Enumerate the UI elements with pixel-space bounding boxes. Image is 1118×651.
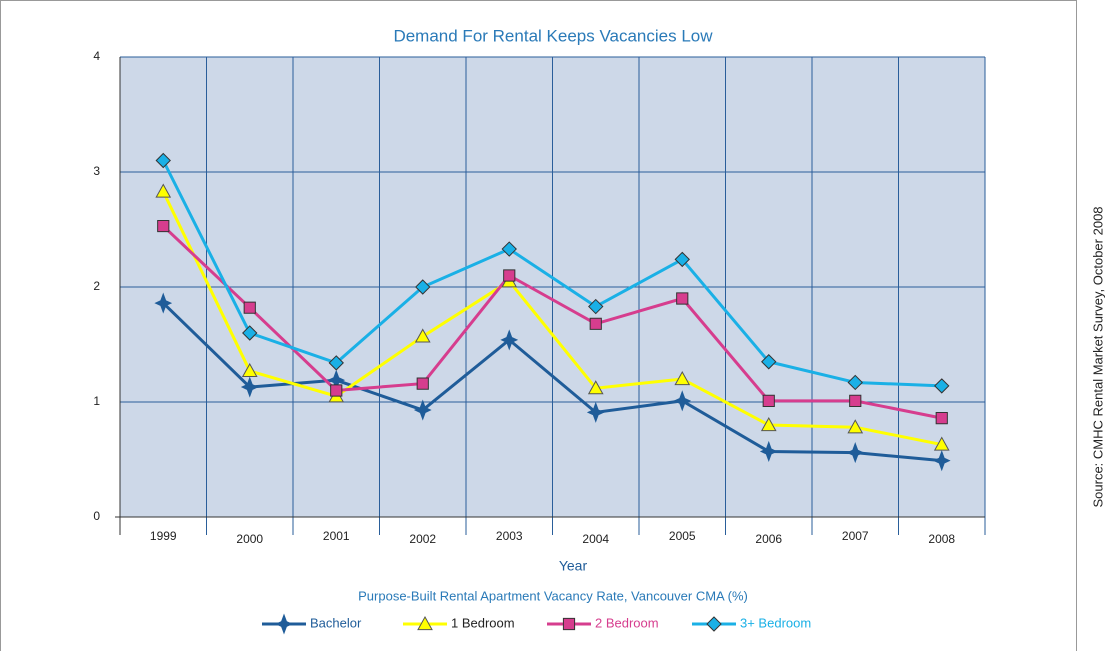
point-marker	[587, 380, 604, 395]
point-marker	[330, 384, 343, 397]
legend-label: 2 Bedroom	[595, 615, 659, 630]
legend-marker	[706, 616, 722, 632]
point-marker	[588, 298, 604, 315]
x-tick-label: 2003	[496, 529, 523, 543]
legend-marker	[417, 615, 433, 631]
y-tick-label: 2	[93, 279, 100, 293]
point-marker	[932, 450, 951, 472]
series-line	[161, 190, 943, 447]
chart-title: Demand For Rental Keeps Vacancies Low	[393, 26, 713, 45]
point-marker	[760, 416, 777, 432]
y-tick-label: 0	[93, 509, 100, 523]
point-marker	[415, 279, 431, 295]
point-marker	[935, 412, 948, 425]
x-tick-label: 2005	[669, 529, 696, 543]
x-tick-label: 2002	[409, 532, 436, 546]
point-marker	[674, 251, 690, 268]
point-marker	[589, 317, 602, 330]
source-note: Source: CMHC Rental Market Survey, Octob…	[1090, 206, 1105, 507]
x-tick-label: 2008	[928, 532, 955, 546]
point-marker	[155, 152, 171, 169]
point-marker	[155, 183, 172, 198]
point-marker	[847, 419, 864, 434]
x-tick-label: 2000	[236, 532, 263, 546]
x-tick-label: 2004	[582, 532, 609, 546]
point-marker	[674, 370, 691, 386]
legend-label: 3+ Bedroom	[740, 615, 811, 630]
legend-marker	[562, 617, 576, 631]
point-marker	[761, 354, 777, 370]
x-tick-label: 1999	[150, 529, 177, 543]
legend-marker	[275, 613, 293, 635]
point-marker	[762, 394, 775, 407]
point-marker	[416, 377, 429, 390]
point-marker	[934, 378, 950, 394]
x-tick-label: 2007	[842, 529, 869, 543]
legend-label: 1 Bedroom	[451, 615, 515, 630]
point-marker	[500, 329, 519, 351]
point-marker	[241, 362, 258, 378]
y-tick-label: 3	[93, 164, 100, 178]
x-tick-label: 2001	[323, 529, 350, 543]
y-tick-label: 1	[93, 394, 100, 408]
point-marker	[503, 269, 516, 282]
subtitle: Purpose-Built Rental Apartment Vacancy R…	[358, 588, 748, 603]
point-marker	[847, 374, 863, 391]
x-tick-label: 2006	[755, 532, 782, 546]
point-marker	[154, 292, 173, 314]
point-marker	[759, 440, 778, 462]
point-marker	[242, 325, 258, 341]
point-marker	[243, 301, 256, 314]
point-marker	[413, 399, 432, 421]
point-marker	[414, 328, 431, 343]
point-marker	[240, 376, 259, 398]
point-marker	[586, 401, 605, 423]
point-marker	[676, 292, 689, 305]
y-tick-label: 4	[93, 49, 100, 63]
point-marker	[849, 394, 862, 407]
frame	[0, 0, 1077, 651]
x-axis-label: Year	[559, 558, 588, 574]
point-marker	[157, 219, 170, 233]
point-marker	[673, 390, 692, 412]
point-marker	[501, 241, 517, 257]
legend-label: Bachelor	[310, 615, 362, 630]
point-marker	[933, 436, 950, 451]
point-marker	[328, 355, 344, 371]
series-line	[161, 159, 942, 388]
point-marker	[846, 442, 865, 464]
